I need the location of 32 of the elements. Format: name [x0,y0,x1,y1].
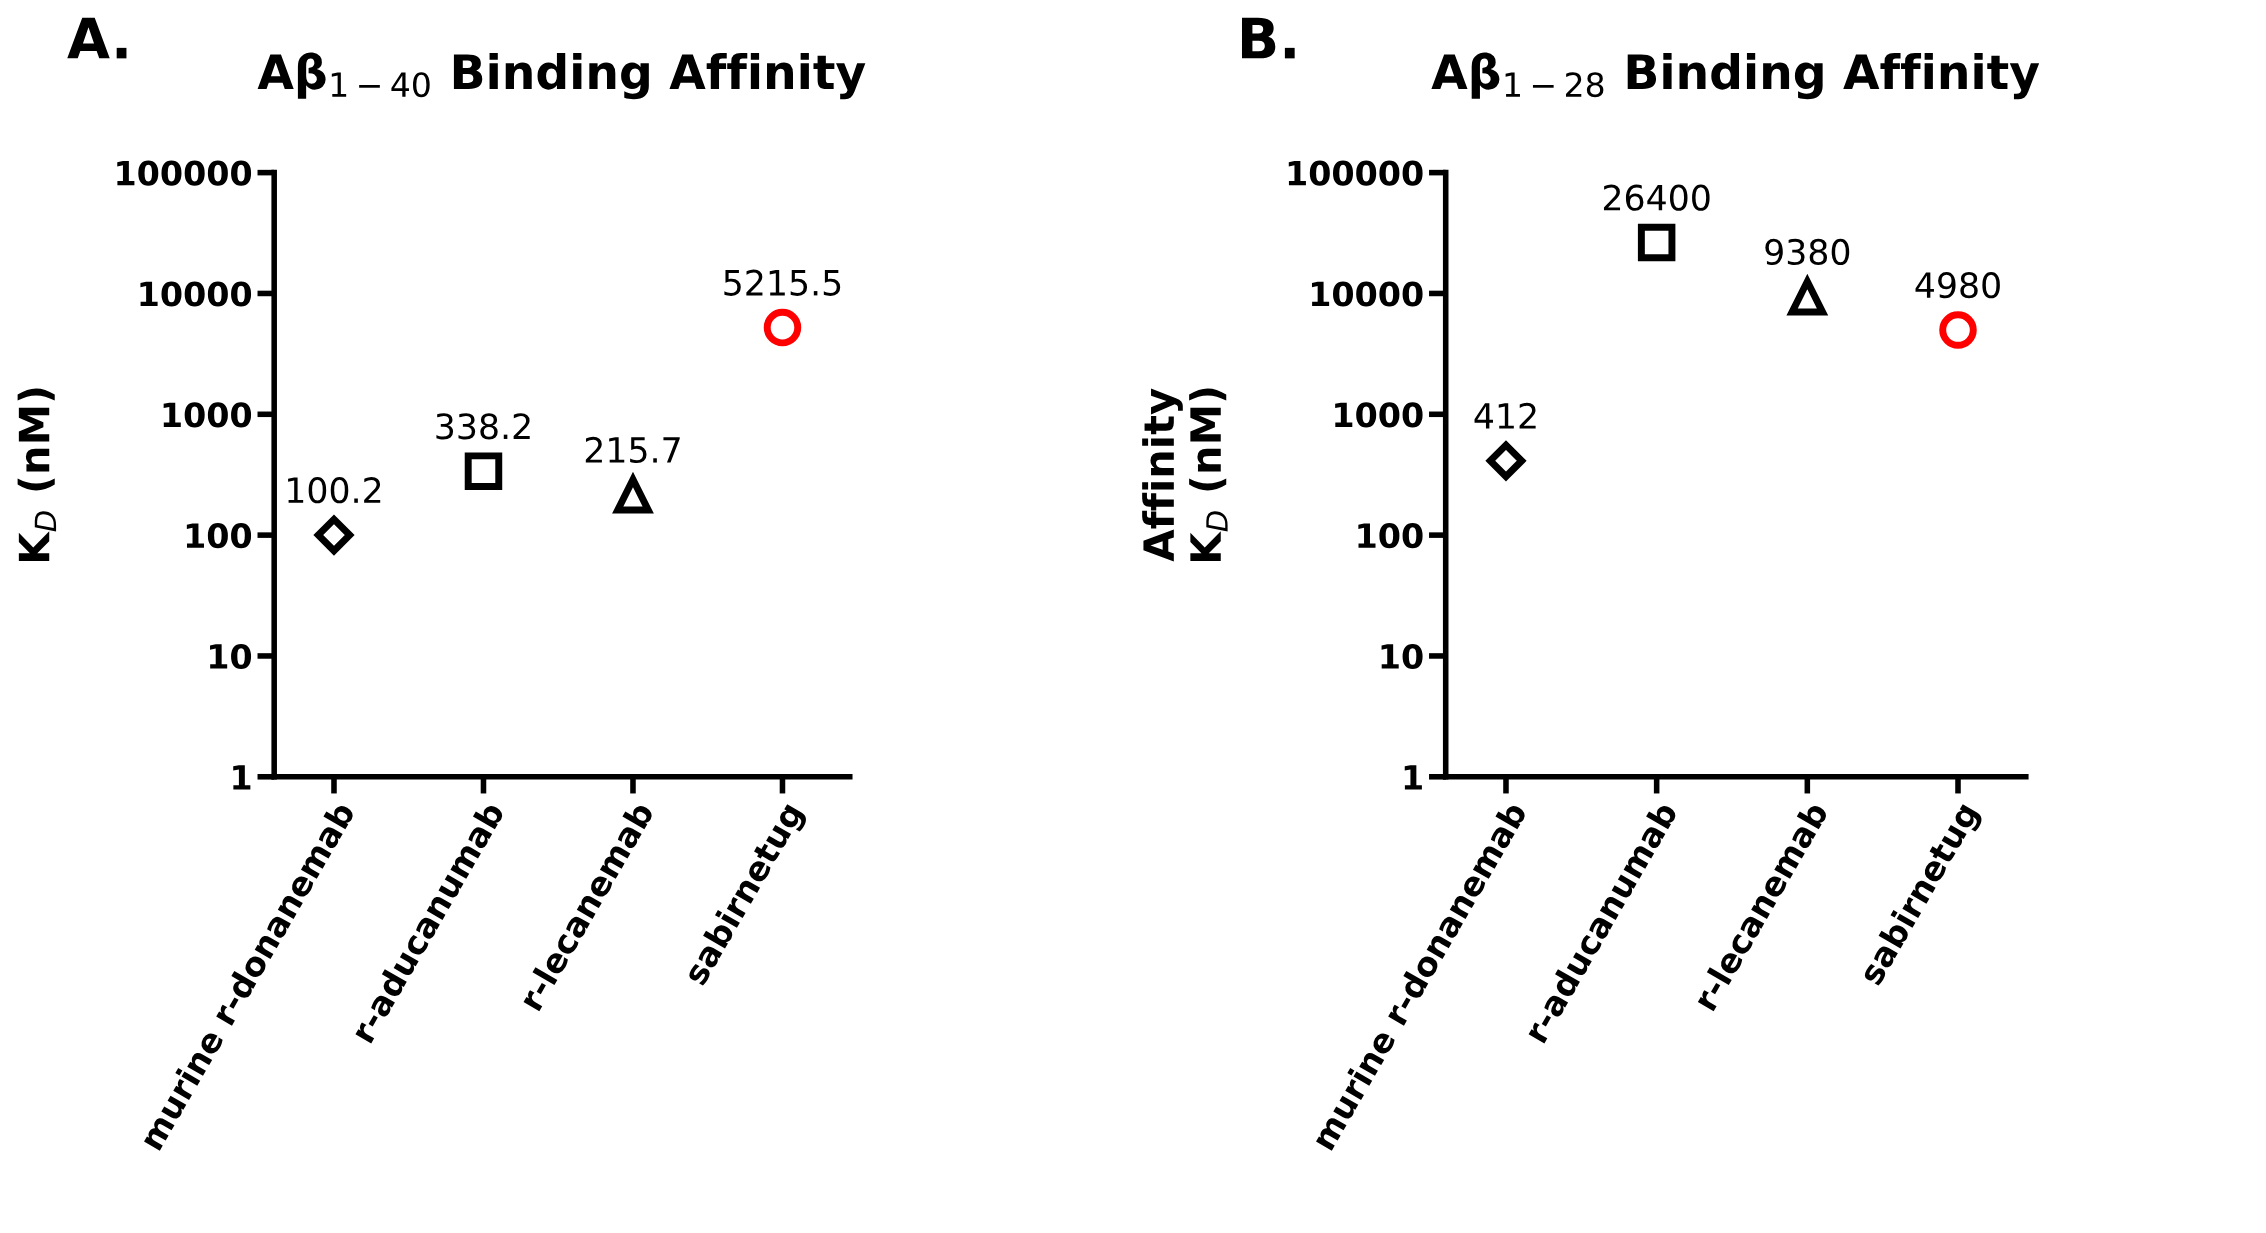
point [763,308,802,347]
data-label: 5215.5 [724,269,841,296]
y-tick-label: 10 [210,643,252,670]
y-tick-label: 10000 [1311,281,1423,307]
data-label: 4980 [1915,272,2000,299]
y-tick-label: 10000 [140,281,252,307]
data-label: 100.2 [288,477,381,504]
y-tick-label: 10 [1381,643,1423,670]
y-tick-label: 100000 [1288,160,1423,186]
point [464,452,503,490]
y-axis-title: K$_{D}$ (nM) [17,388,57,562]
chart-title: Aβ$_{1−28}$ Binding Affinity [1431,52,2040,100]
y-tick-label: 1000 [1335,402,1423,428]
data-label: 215.7 [585,436,680,464]
data-label: 9380 [1765,238,1850,266]
y-axis-title: Affinity K$_{D}$ (nM) [1142,388,1228,562]
y-tick-label: 1 [1404,765,1422,790]
data-label: 26400 [1603,184,1710,211]
text: A. [67,17,127,59]
y-tick-label: 100000 [117,160,252,186]
point [314,515,354,555]
y-tick-label: 100 [1358,523,1423,549]
data-label: 338.2 [436,413,530,440]
point [1486,441,1526,480]
data-label: 412 [1474,402,1536,429]
text: B. [1241,17,1295,59]
y-tick-label: 1000 [163,402,252,428]
point [1939,311,1977,349]
chart-title: Aβ$_{1−40}$ Binding Affinity [257,52,866,100]
y-tick-label: 1 [233,765,251,790]
y-tick-label: 100 [186,523,252,549]
point [1637,223,1676,262]
